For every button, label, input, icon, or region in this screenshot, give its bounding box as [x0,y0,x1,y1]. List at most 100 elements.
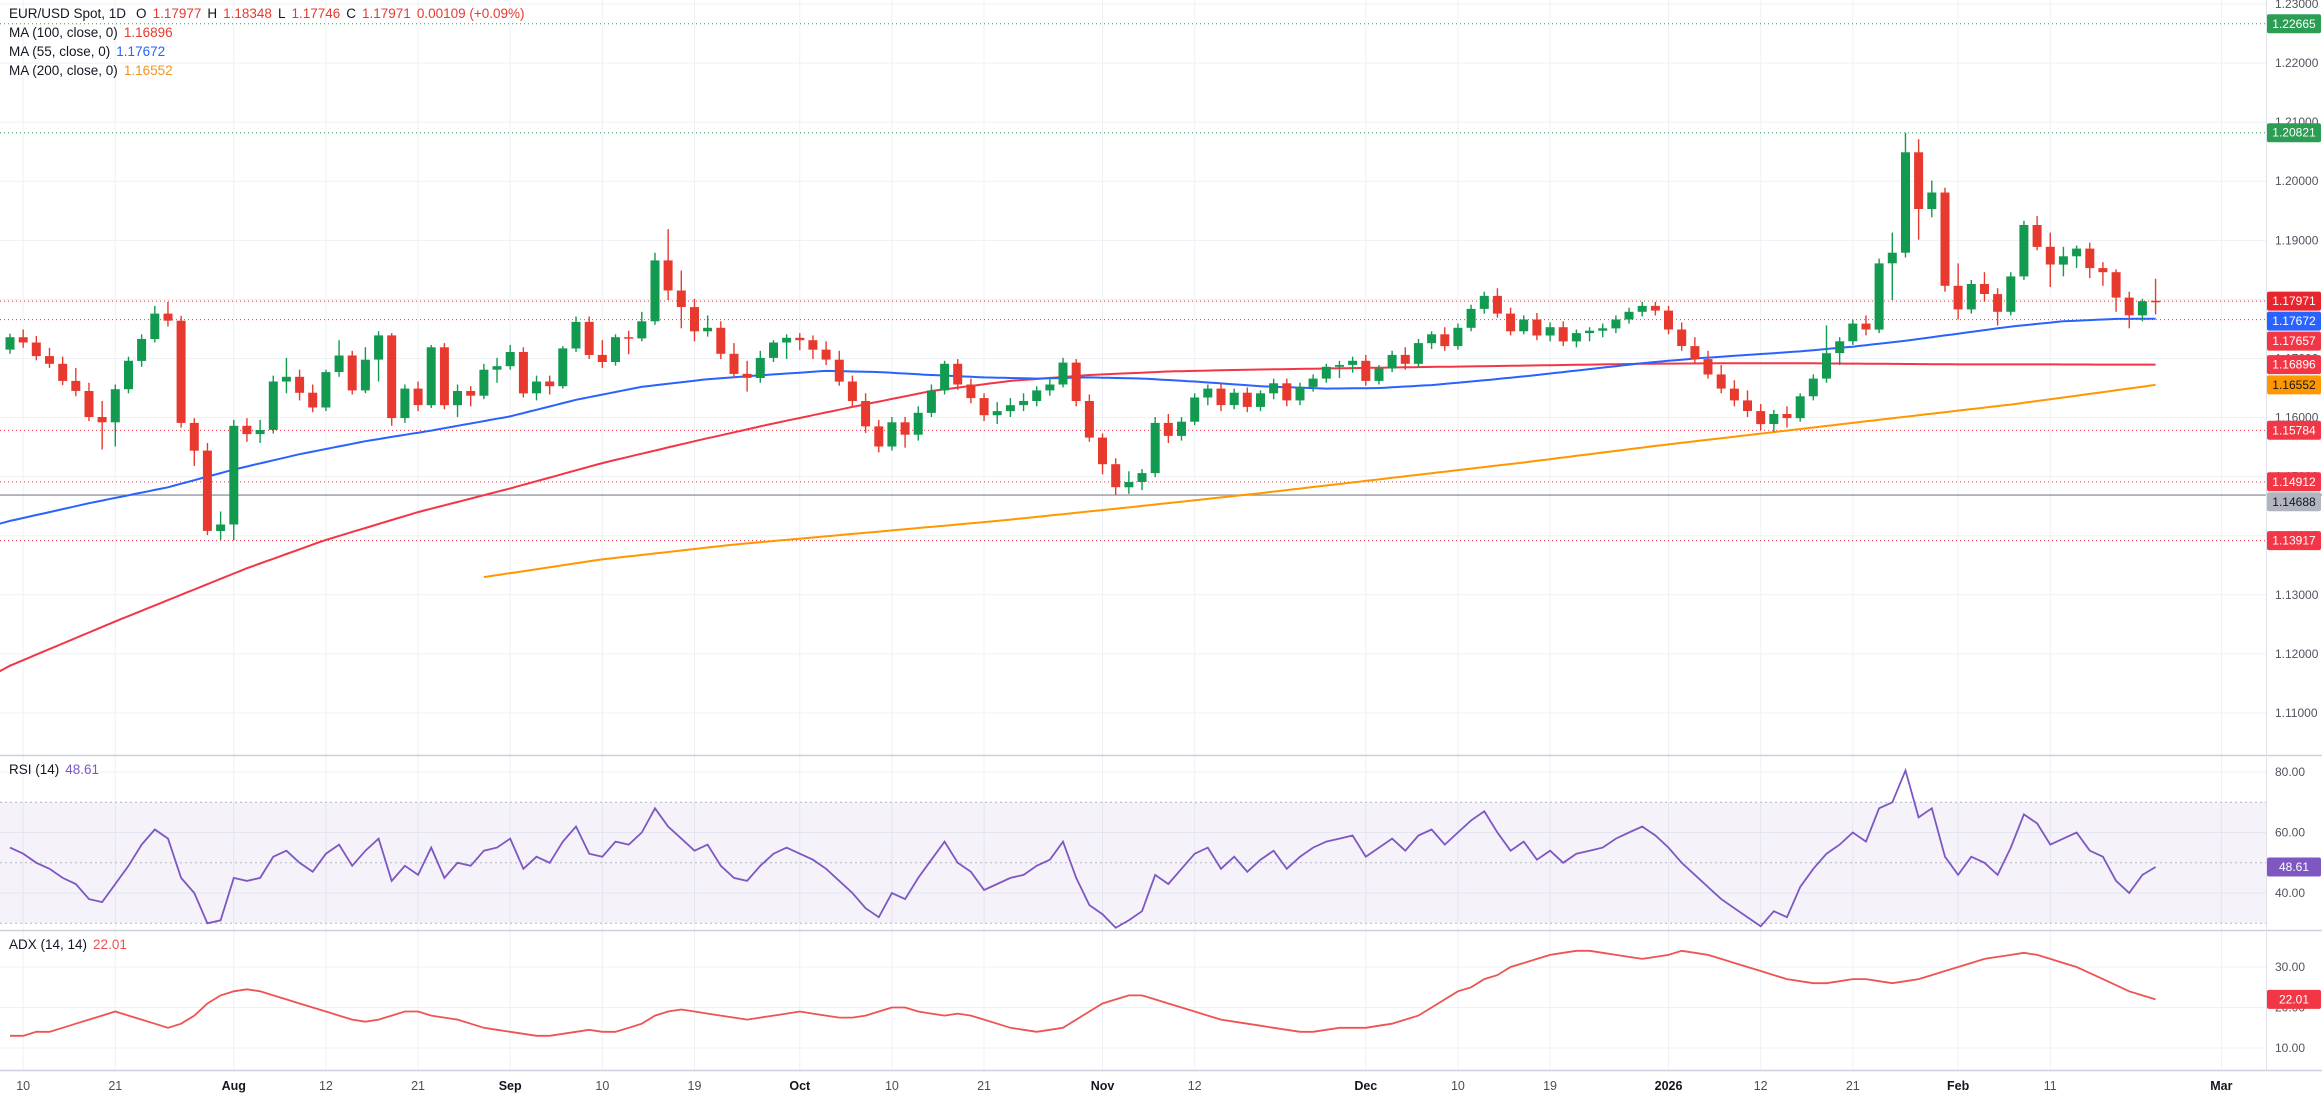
low-value: 1.17746 [291,6,341,21]
svg-text:21: 21 [108,1079,122,1093]
svg-text:21: 21 [1846,1079,1860,1093]
symbol-legend-row[interactable]: EUR/USD Spot, 1D O 1.17977 H 1.18348 L 1.17746… [9,6,531,21]
svg-text:10: 10 [595,1079,609,1093]
rsi-legend-row[interactable]: RSI (14) 48.61 [9,762,105,777]
svg-text:12: 12 [1188,1079,1202,1093]
rsi-line [9,767,2157,929]
price-badge-1.16552: 1.16552 [2267,375,2321,395]
price-axis[interactable]: 1.230001.220001.210001.200001.190001.180… [2275,0,2319,1055]
svg-text:1.16552: 1.16552 [2272,378,2316,392]
price-badge-1.14912: 1.14912 [2267,472,2321,492]
low-label: L [277,6,286,21]
price-badge-1.17672: 1.17672 [2267,311,2321,331]
svg-text:48.61: 48.61 [2279,860,2309,874]
svg-text:21: 21 [411,1079,425,1093]
price-badge-1.16896: 1.16896 [2267,355,2321,375]
price-badge-1.17657: 1.17657 [2267,331,2321,351]
svg-text:12: 12 [319,1079,333,1093]
ma55-legend-row[interactable]: MA (55, close, 0) 1.17672 [9,44,171,59]
svg-text:1.20000: 1.20000 [2275,174,2319,188]
adx-badge: 22.01 [2267,989,2321,1009]
candles [5,132,2161,541]
svg-text:1.13917: 1.13917 [2272,534,2316,548]
svg-text:1.22000: 1.22000 [2275,56,2319,70]
svg-text:80.00: 80.00 [2275,765,2305,779]
adx-line [10,949,2156,1037]
symbol-title: EUR/USD Spot, 1D [9,6,127,21]
svg-text:Dec: Dec [1354,1079,1377,1093]
adx-legend-row[interactable]: ADX (14, 14) 22.01 [9,937,133,952]
ma200-label: MA (200, close, 0) [9,63,118,78]
svg-text:1.23000: 1.23000 [2275,0,2319,11]
time-axis-labels: 10 21 Aug 12 21 Sep 10 19 Oct 10 21 Nov 12 Dec 10 19 202… [16,1079,2232,1093]
ma200-line [483,383,2156,579]
svg-text:1.11000: 1.11000 [2275,706,2318,720]
ma200-value: 1.16552 [123,63,173,78]
svg-text:60.00: 60.00 [2275,826,2305,840]
high-value: 1.18348 [223,6,272,21]
high-label: H [207,6,218,21]
rsi-label: RSI (14) [9,762,60,777]
svg-text:10: 10 [16,1079,30,1093]
svg-text:1.16896: 1.16896 [2272,358,2316,372]
svg-text:Feb: Feb [1947,1079,1970,1093]
svg-text:2026: 2026 [1655,1079,1683,1093]
svg-text:Oct: Oct [789,1079,811,1093]
ma55-line [0,317,2156,525]
price-level-lines [0,23,2322,542]
time-axis[interactable] [0,1070,2322,1100]
svg-text:10.00: 10.00 [2275,1041,2305,1055]
open-label: O [136,6,147,21]
ma100-value: 1.16896 [123,25,173,40]
svg-text:1.17971: 1.17971 [2272,294,2316,308]
svg-text:1.17672: 1.17672 [2272,314,2316,328]
svg-text:1.17657: 1.17657 [2272,334,2316,348]
svg-text:10: 10 [1451,1079,1465,1093]
svg-text:1.12000: 1.12000 [2275,647,2319,661]
ma55-value: 1.17672 [116,44,166,59]
price-badge-1.20821: 1.20821 [2267,123,2321,143]
svg-text:Sep: Sep [499,1079,522,1093]
svg-text:19: 19 [688,1079,702,1093]
rsi-badge: 48.61 [2267,857,2321,877]
svg-text:30.00: 30.00 [2275,960,2305,974]
price-badge-1.22665: 1.22665 [2267,14,2321,34]
price-badge-1.13917: 1.13917 [2267,531,2321,551]
svg-text:1.20821: 1.20821 [2272,126,2316,140]
rsi-band [0,802,2266,924]
svg-text:1.13000: 1.13000 [2275,588,2319,602]
close-label: C [346,6,357,21]
svg-text:Nov: Nov [1091,1079,1115,1093]
grid [0,0,2266,1071]
ma55-label: MA (55, close, 0) [9,44,111,59]
svg-text:10: 10 [885,1079,899,1093]
svg-text:Aug: Aug [222,1079,246,1093]
rsi-value: 48.61 [65,762,100,777]
svg-text:12: 12 [1754,1079,1768,1093]
ma200-legend-row[interactable]: MA (200, close, 0) 1.16552 [9,63,179,78]
svg-text:1.22665: 1.22665 [2272,17,2316,31]
ma100-line [0,362,2156,673]
svg-text:40.00: 40.00 [2275,886,2305,900]
svg-text:21: 21 [977,1079,991,1093]
price-badge-1.17971: 1.17971 [2267,291,2321,311]
ma100-legend-row[interactable]: MA (100, close, 0) 1.16896 [9,25,179,40]
svg-text:1.14912: 1.14912 [2272,475,2316,489]
open-value: 1.17977 [152,6,202,21]
svg-text:1.19000: 1.19000 [2275,233,2319,247]
price-badge-1.15784: 1.15784 [2267,420,2321,440]
svg-text:19: 19 [1543,1079,1557,1093]
svg-text:Mar: Mar [2210,1079,2232,1093]
svg-text:1.15784: 1.15784 [2272,423,2316,437]
svg-text:1.14688: 1.14688 [2272,495,2316,509]
svg-text:22.01: 22.01 [2279,992,2309,1006]
change-value: 0.00109 (+0.09%) [416,6,525,21]
adx-value: 22.01 [93,937,127,952]
adx-label: ADX (14, 14) [9,937,88,952]
ma100-label: MA (100, close, 0) [9,25,118,40]
price-badge-1.14688: 1.14688 [2267,492,2321,512]
svg-text:11: 11 [2044,1079,2057,1093]
close-value: 1.17971 [362,6,411,21]
